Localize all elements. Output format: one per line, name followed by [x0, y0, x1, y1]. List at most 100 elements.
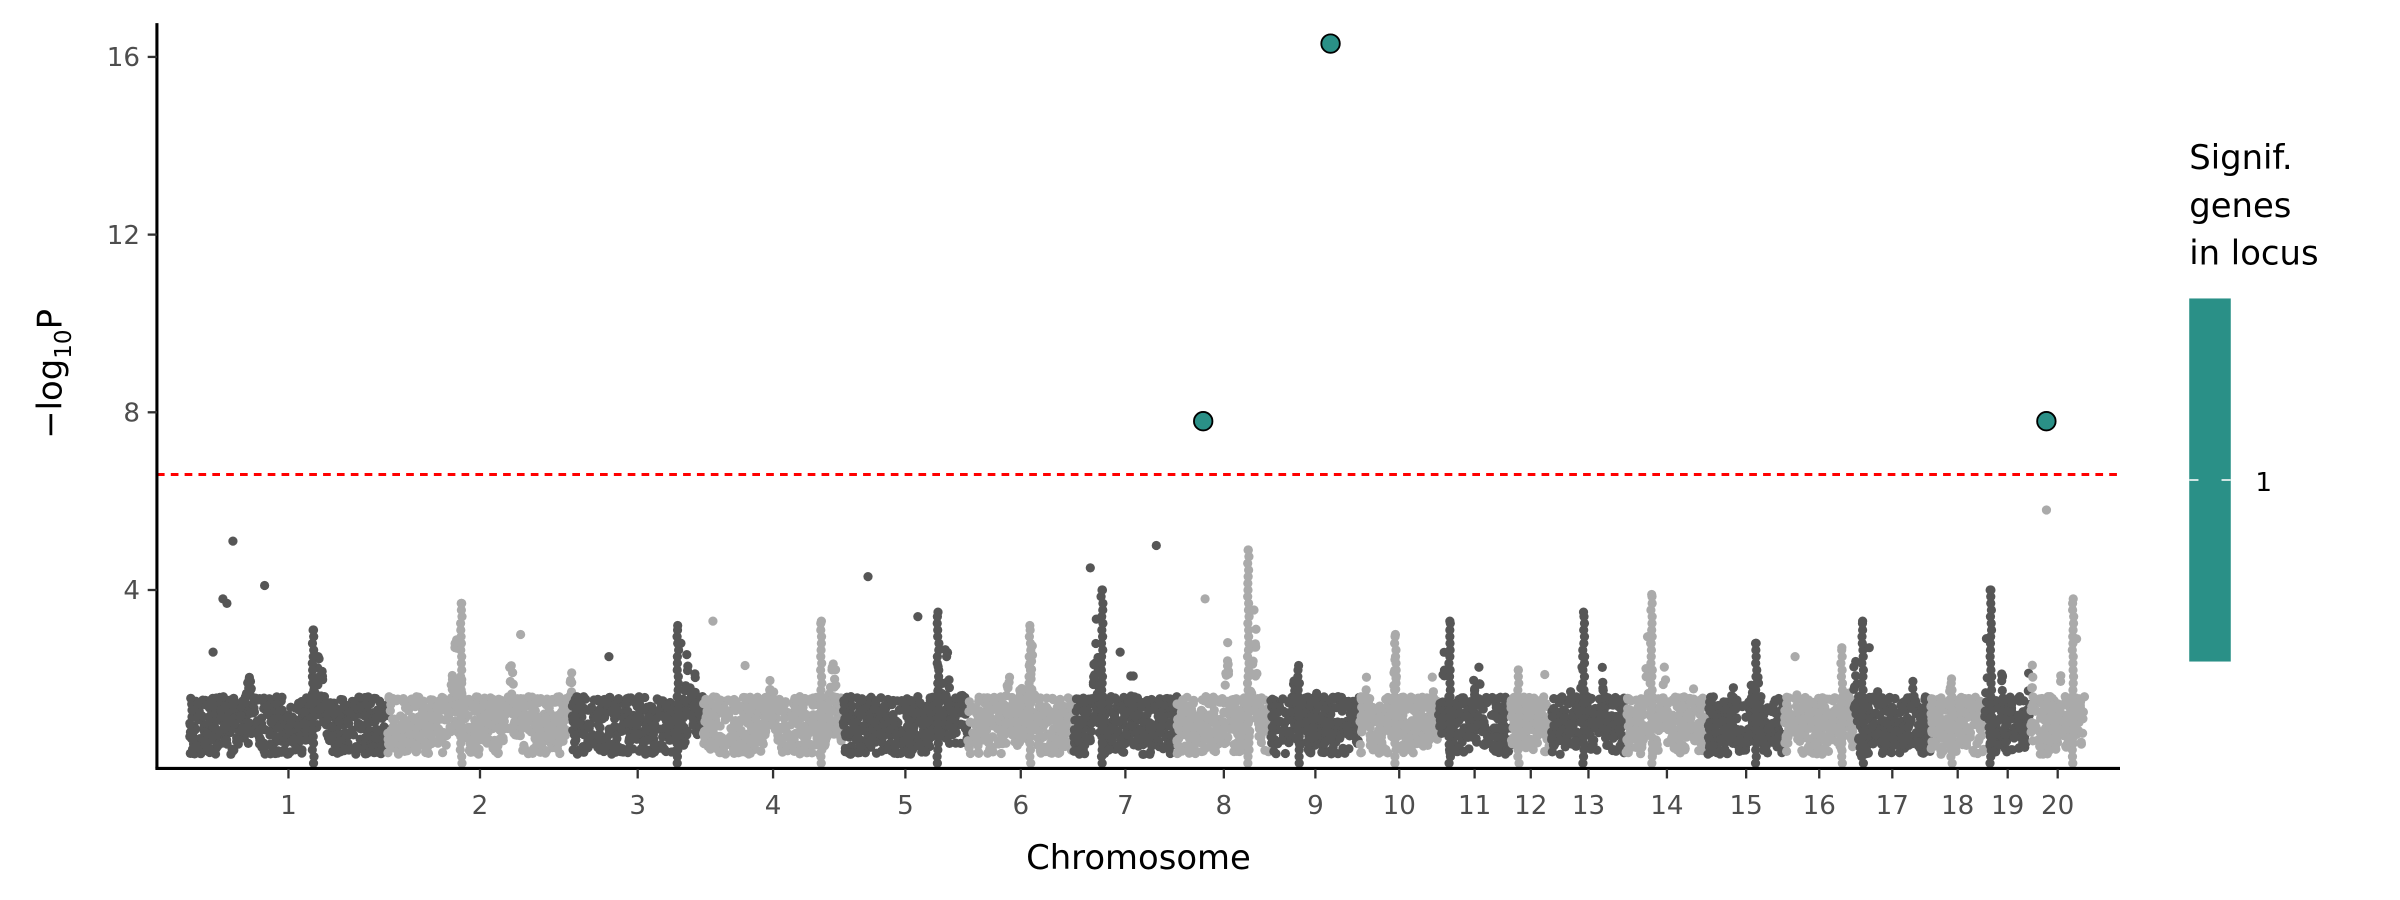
- snp-point: [611, 708, 621, 719]
- snp-point: [257, 722, 268, 732]
- snp-point: [934, 645, 944, 655]
- snp-point: [1427, 672, 1437, 682]
- snp-point: [1223, 659, 1233, 669]
- snp-point: [1042, 702, 1052, 712]
- snp-point: [1209, 745, 1219, 756]
- snp-point: [1042, 743, 1052, 753]
- snp-point: [1341, 721, 1352, 731]
- snp-point: [1086, 718, 1097, 728]
- snp-point: [309, 632, 319, 642]
- snp-point: [622, 694, 632, 704]
- snp-point: [816, 652, 826, 662]
- snp-point: [642, 735, 653, 745]
- snp-point: [736, 725, 746, 735]
- snp-point: [683, 661, 693, 671]
- snp-point: [265, 730, 275, 740]
- snp-point: [277, 705, 287, 715]
- snp-point: [252, 716, 262, 726]
- snp-point: [793, 720, 804, 730]
- snp-point: [672, 738, 682, 748]
- snp-point: [1057, 728, 1067, 738]
- snp-point: [418, 708, 428, 718]
- snp-point: [553, 692, 563, 702]
- snp-point: [570, 730, 580, 740]
- snp-point: [473, 736, 483, 746]
- snp-point: [308, 732, 318, 742]
- snp-point: [186, 731, 196, 741]
- snp-point-outlier: [1200, 594, 1210, 604]
- snp-point: [582, 743, 592, 753]
- snp-point: [1608, 700, 1618, 710]
- snp-point: [711, 692, 721, 702]
- snp-point: [236, 726, 246, 736]
- snp-point: [1097, 585, 1107, 595]
- snp-point: [1460, 696, 1470, 706]
- snp-point: [751, 714, 761, 724]
- snp-point: [342, 716, 353, 726]
- snp-point: [688, 720, 698, 730]
- snp-point: [519, 740, 529, 750]
- snp-point: [830, 674, 840, 684]
- snp-point: [263, 708, 273, 719]
- snp-point: [1523, 708, 1533, 718]
- snp-point: [360, 711, 370, 721]
- snp-point: [1253, 694, 1263, 704]
- snp-point: [1220, 680, 1230, 690]
- snp-point: [1172, 736, 1182, 747]
- snp-point: [1144, 706, 1154, 716]
- snp-point: [432, 709, 442, 719]
- chromosome-5-points: [838, 572, 973, 768]
- snp-point: [297, 748, 307, 758]
- snp-point: [603, 730, 613, 740]
- snp-point: [1015, 707, 1025, 717]
- snp-point: [1320, 726, 1331, 737]
- snp-point: [202, 729, 212, 739]
- snp-point: [285, 726, 295, 736]
- snp-point: [457, 705, 467, 715]
- snp-point: [267, 718, 277, 728]
- snp-point: [1003, 683, 1013, 693]
- snp-point: [438, 748, 448, 758]
- snp-point: [623, 748, 633, 758]
- chromosome-2-points: [383, 598, 577, 768]
- snp-point: [648, 748, 658, 758]
- snp-point: [974, 748, 984, 758]
- snp-point: [508, 668, 518, 678]
- chromosome-6-points: [963, 620, 1078, 768]
- snp-point: [339, 701, 349, 711]
- snp-point: [194, 706, 204, 716]
- snp-point: [612, 733, 622, 744]
- snp-point: [1025, 620, 1035, 631]
- snp-point: [777, 747, 788, 757]
- snp-point: [996, 692, 1006, 702]
- snp-point: [1371, 730, 1381, 740]
- snp-point: [321, 698, 331, 709]
- snp-point: [202, 742, 212, 753]
- snp-point: [906, 696, 917, 706]
- snp-point: [760, 719, 770, 729]
- snp-point: [1232, 741, 1242, 751]
- snp-point: [1461, 711, 1471, 721]
- snp-point: [715, 748, 725, 758]
- snp-point: [753, 730, 763, 740]
- snp-point: [1466, 731, 1476, 742]
- snp-point: [387, 724, 398, 735]
- snp-point: [806, 739, 816, 750]
- snp-point: [1105, 725, 1115, 735]
- snp-point: [1419, 722, 1430, 732]
- snp-point: [673, 685, 683, 695]
- snp-point: [472, 704, 482, 714]
- snp-point: [357, 720, 368, 731]
- snp-point: [817, 745, 827, 755]
- snp-point: [1118, 715, 1128, 725]
- snp-point: [630, 728, 640, 738]
- snp-point: [673, 712, 683, 722]
- snp-point: [933, 738, 943, 748]
- snp-point: [730, 716, 740, 726]
- snp-point: [250, 693, 261, 703]
- snp-point-outlier: [260, 580, 270, 591]
- snp-point: [1305, 747, 1315, 757]
- snp-point: [544, 703, 554, 713]
- snp-point: [389, 716, 400, 726]
- snp-point: [534, 698, 544, 708]
